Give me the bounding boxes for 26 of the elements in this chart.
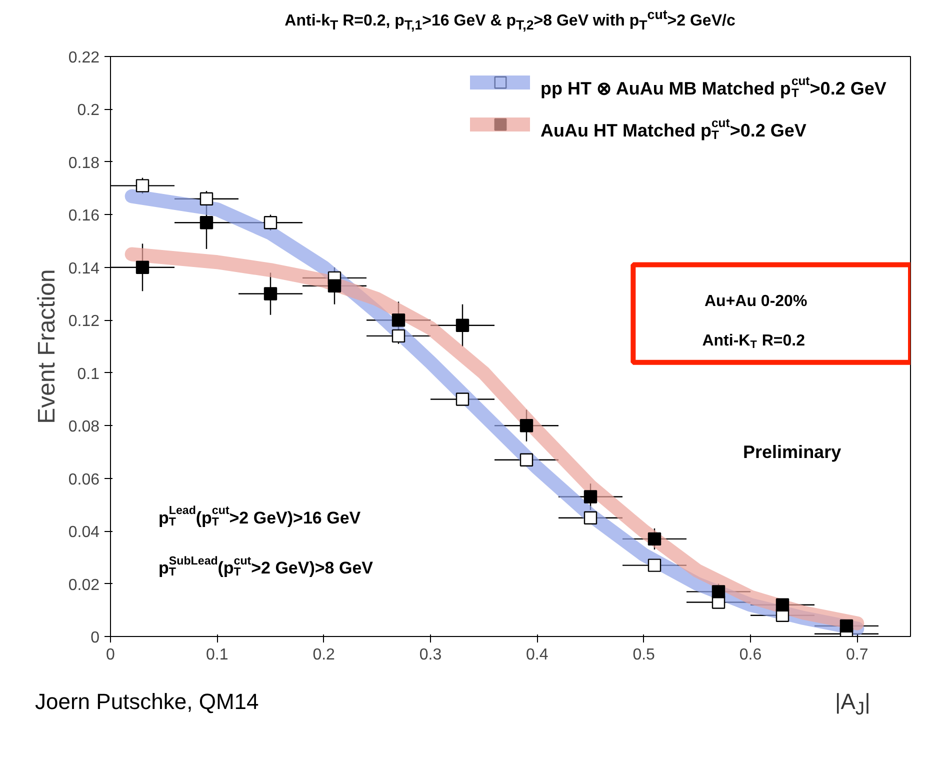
text: Joern Putschke, QM14 [35, 688, 259, 716]
x-tick-label: 0 [106, 646, 116, 664]
chart-title: Anti-k$_{T}$ R=0.2, p$_{T,1}$>16 GeV & p$_{T,2}$>8 GeV with p$_{T}$$^{cut}$>2 GeV/c [284, 7, 736, 33]
y-tick-label: 0.04 [68, 524, 100, 542]
y-tick-label: 0.1 [77, 366, 100, 383]
annotation: Au+Au 0-20% [704, 293, 808, 310]
x-tick-label: 0.6 [739, 646, 762, 664]
x-axis-title: |A$_{J}$| [835, 688, 870, 720]
y-tick-label: 0.2 [77, 102, 100, 120]
y-tick-label: 0.02 [68, 576, 100, 594]
y-tick-label: 0 [90, 630, 100, 646]
y-tick-label: 0.12 [68, 313, 100, 330]
x-tick-label: 0.5 [632, 646, 656, 664]
annotation: Preliminary [743, 442, 842, 462]
y-axis-title: Event Fraction [33, 269, 60, 424]
x-tick-label: 0.2 [312, 646, 336, 664]
x-tick-label: 0.1 [206, 646, 228, 664]
y-tick-label: 0.16 [68, 208, 100, 225]
y-tick-label: 0.08 [68, 418, 100, 436]
y-tick-label: 0.06 [68, 471, 100, 488]
x-tick-label: 0.3 [419, 646, 442, 664]
y-tick-label: 0.22 [68, 50, 100, 66]
y-tick-label: 0.14 [68, 260, 100, 278]
y-tick-label: 0.18 [68, 154, 100, 172]
x-tick-label: 0.7 [846, 646, 868, 664]
x-tick-label: 0.4 [526, 646, 548, 664]
